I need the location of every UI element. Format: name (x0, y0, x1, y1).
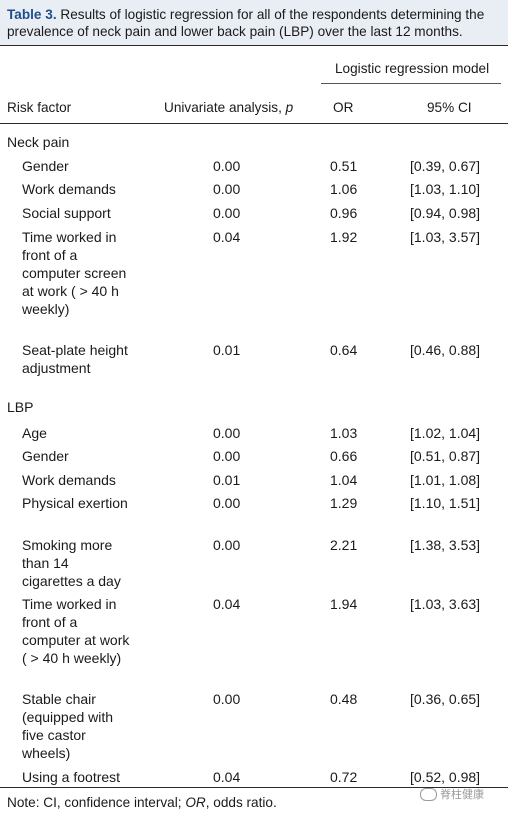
odds-ratio-cell: 1.03 (330, 425, 358, 441)
odds-ratio-cell: 1.92 (330, 229, 358, 245)
note-suffix: , odds ratio. (205, 795, 277, 810)
confidence-interval-cell: [1.03, 3.63] (410, 596, 481, 612)
confidence-interval-cell: [0.39, 0.67] (410, 158, 481, 174)
confidence-interval-cell: [0.51, 0.87] (410, 448, 481, 464)
confidence-interval-cell: [0.52, 0.98] (410, 769, 481, 785)
risk-factor-cell: Work demands (22, 181, 116, 197)
univariate-p-cell: 0.00 (213, 181, 241, 197)
table-caption: Table 3. Results of logistic regression … (0, 0, 508, 45)
table-label: Table 3. (7, 7, 57, 22)
caption-description: Results of logistic regression for all o… (7, 7, 485, 39)
univariate-p-cell: 0.00 (213, 691, 241, 707)
univariate-p-cell: 0.04 (213, 769, 241, 785)
risk-factor-cell: Seat-plate height adjustment (22, 342, 128, 376)
confidence-interval-cell: [0.46, 0.88] (410, 342, 481, 358)
risk-factor-cell: Gender (22, 158, 69, 174)
note-prefix: Note: CI, confidence interval; (7, 795, 182, 810)
risk-factor-cell: Work demands (22, 472, 116, 488)
univariate-p: p (285, 100, 294, 115)
confidence-interval-cell: [1.03, 1.10] (410, 181, 481, 197)
odds-ratio-cell: 2.21 (330, 537, 358, 553)
confidence-interval-cell: [1.10, 1.51] (410, 495, 481, 511)
risk-factor-cell: Time worked in front of a computer scree… (22, 229, 127, 317)
risk-factor-cell: Stable chair (equipped with five castor … (22, 691, 114, 761)
risk-factor-cell: Time worked in front of a computer at wo… (22, 596, 130, 666)
watermark-text: 脊柱健康 (440, 789, 484, 801)
univariate-p-cell: 0.00 (213, 425, 241, 441)
note-or: OR (185, 795, 206, 810)
header-rule (0, 123, 508, 124)
risk-factor-cell: Physical exertion (22, 495, 128, 511)
confidence-interval-cell: [0.36, 0.65] (410, 691, 481, 707)
col-header-univariate: Univariate analysis, p (164, 99, 293, 116)
col-header-risk-factor: Risk factor (7, 100, 72, 115)
risk-factor-cell: Using a footrest (22, 769, 121, 785)
odds-ratio-cell: 0.96 (330, 205, 358, 221)
confidence-interval-cell: [1.38, 3.53] (410, 537, 481, 553)
risk-factor-cell: Gender (22, 448, 69, 464)
top-rule (0, 45, 508, 46)
watermark: 脊柱健康 (420, 786, 484, 802)
col-header-or: OR (333, 100, 354, 115)
odds-ratio-cell: 1.94 (330, 596, 358, 612)
univariate-p-cell: 0.00 (213, 537, 241, 553)
section-header: Neck pain (7, 134, 70, 150)
risk-factor-cell: Age (22, 425, 47, 441)
col-header-ci: 95% CI (427, 100, 472, 115)
section-header: LBP (7, 399, 34, 415)
table-note: Note: CI, confidence interval; OR, odds … (7, 794, 277, 811)
univariate-p-cell: 0.00 (213, 158, 241, 174)
univariate-label: Univariate analysis, (164, 100, 282, 115)
univariate-p-cell: 0.01 (213, 472, 241, 488)
odds-ratio-cell: 1.04 (330, 472, 358, 488)
confidence-interval-cell: [1.01, 1.08] (410, 472, 481, 488)
odds-ratio-cell: 1.06 (330, 181, 358, 197)
risk-factor-cell: Social support (22, 205, 111, 221)
confidence-interval-cell: [1.02, 1.04] (410, 425, 481, 441)
univariate-p-cell: 0.00 (213, 495, 241, 511)
caption-text: Table 3. Results of logistic regression … (7, 6, 503, 40)
chat-icon (420, 787, 437, 801)
odds-ratio-cell: 0.66 (330, 448, 358, 464)
univariate-p-cell: 0.04 (213, 229, 241, 245)
univariate-p-cell: 0.00 (213, 448, 241, 464)
group-header: Logistic regression model (335, 61, 490, 76)
bottom-rule (0, 787, 508, 788)
univariate-p-cell: 0.00 (213, 205, 241, 221)
univariate-p-cell: 0.01 (213, 342, 241, 358)
odds-ratio-cell: 0.51 (330, 158, 358, 174)
odds-ratio-cell: 0.64 (330, 342, 358, 358)
confidence-interval-cell: [1.03, 3.57] (410, 229, 481, 245)
confidence-interval-cell: [0.94, 0.98] (410, 205, 481, 221)
odds-ratio-cell: 0.72 (330, 769, 358, 785)
odds-ratio-cell: 0.48 (330, 691, 358, 707)
risk-factor-cell: Smoking more than 14 cigarettes a day (22, 537, 121, 589)
odds-ratio-cell: 1.29 (330, 495, 358, 511)
univariate-p-cell: 0.04 (213, 596, 241, 612)
group-rule (321, 83, 501, 84)
